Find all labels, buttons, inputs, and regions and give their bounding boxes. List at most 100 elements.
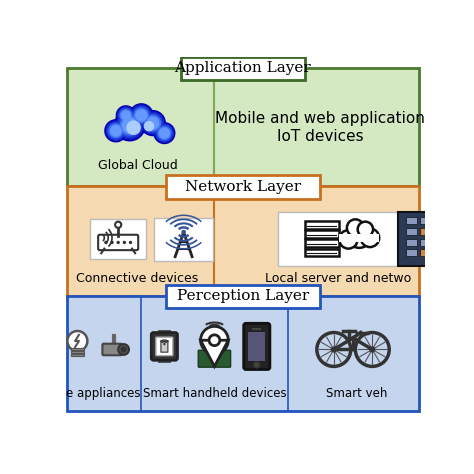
Circle shape: [119, 115, 140, 136]
Circle shape: [163, 343, 165, 345]
Bar: [166, 285, 320, 308]
Bar: [278, 212, 398, 266]
FancyBboxPatch shape: [98, 235, 138, 250]
Bar: [305, 230, 339, 238]
Circle shape: [143, 113, 163, 133]
Circle shape: [114, 109, 146, 142]
Text: e appliances: e appliances: [65, 387, 140, 401]
Circle shape: [153, 122, 175, 144]
Bar: [305, 221, 339, 228]
Circle shape: [361, 228, 379, 247]
Circle shape: [118, 108, 134, 123]
Circle shape: [116, 105, 136, 126]
Circle shape: [123, 241, 126, 244]
Text: Network Layer: Network Layer: [185, 180, 301, 194]
Circle shape: [347, 219, 364, 237]
Circle shape: [153, 122, 175, 144]
FancyBboxPatch shape: [151, 333, 177, 360]
Circle shape: [107, 122, 125, 140]
Circle shape: [156, 125, 173, 142]
Circle shape: [157, 126, 172, 140]
Bar: [158, 358, 171, 363]
Circle shape: [140, 110, 166, 136]
Text: Smart handheld devices: Smart handheld devices: [143, 387, 286, 401]
Bar: [406, 228, 417, 235]
Circle shape: [110, 125, 122, 137]
Circle shape: [122, 118, 138, 134]
Bar: [91, 219, 146, 259]
Circle shape: [116, 111, 144, 139]
Circle shape: [182, 230, 186, 234]
Circle shape: [141, 111, 164, 135]
Circle shape: [119, 109, 132, 122]
Circle shape: [155, 123, 174, 143]
Circle shape: [140, 110, 166, 136]
Circle shape: [104, 241, 108, 244]
Circle shape: [126, 120, 141, 135]
Bar: [71, 354, 83, 356]
Bar: [248, 332, 265, 361]
Circle shape: [358, 222, 373, 237]
Polygon shape: [201, 340, 228, 366]
Bar: [71, 351, 83, 353]
Circle shape: [129, 103, 154, 128]
FancyBboxPatch shape: [161, 341, 168, 352]
Circle shape: [145, 115, 161, 131]
Circle shape: [159, 128, 170, 139]
Bar: [420, 249, 431, 256]
Bar: [406, 238, 417, 246]
Circle shape: [117, 106, 135, 124]
Circle shape: [116, 105, 136, 126]
Circle shape: [201, 327, 228, 354]
Circle shape: [115, 222, 121, 228]
Circle shape: [67, 331, 87, 351]
Bar: [305, 248, 339, 256]
Bar: [66, 186, 419, 296]
Bar: [420, 228, 431, 235]
FancyBboxPatch shape: [198, 350, 231, 367]
Text: Mobile and web application
IoT devices: Mobile and web application IoT devices: [215, 111, 425, 144]
Circle shape: [106, 120, 126, 141]
Circle shape: [114, 109, 146, 142]
Circle shape: [331, 346, 337, 353]
Circle shape: [339, 230, 358, 248]
Circle shape: [104, 119, 128, 143]
Circle shape: [117, 241, 120, 244]
Bar: [252, 328, 261, 330]
Circle shape: [144, 121, 154, 131]
Circle shape: [132, 106, 151, 125]
Circle shape: [130, 105, 152, 126]
Circle shape: [118, 344, 129, 355]
Circle shape: [104, 119, 128, 143]
Circle shape: [146, 117, 159, 130]
Circle shape: [209, 335, 220, 346]
Text: Global Cloud: Global Cloud: [98, 159, 177, 173]
FancyBboxPatch shape: [244, 323, 270, 370]
Circle shape: [118, 113, 142, 137]
Circle shape: [110, 241, 114, 244]
Text: Perception Layer: Perception Layer: [177, 289, 309, 303]
Circle shape: [109, 123, 123, 138]
Bar: [420, 238, 431, 246]
Circle shape: [121, 110, 131, 120]
Circle shape: [347, 223, 372, 248]
FancyBboxPatch shape: [102, 344, 122, 355]
Circle shape: [129, 103, 154, 128]
Circle shape: [135, 109, 147, 121]
Bar: [158, 330, 171, 335]
Bar: [406, 249, 417, 256]
Bar: [305, 239, 339, 247]
Bar: [166, 175, 320, 199]
Bar: [71, 347, 83, 350]
FancyBboxPatch shape: [156, 337, 173, 356]
Circle shape: [129, 241, 132, 244]
Circle shape: [120, 346, 127, 353]
Bar: [66, 296, 419, 411]
Circle shape: [369, 346, 375, 353]
Text: Connective devices: Connective devices: [76, 272, 199, 285]
Bar: [155, 218, 213, 261]
Circle shape: [254, 362, 260, 368]
Bar: [66, 68, 419, 186]
Bar: [182, 57, 304, 80]
Text: Local server and netwo: Local server and netwo: [264, 272, 411, 285]
